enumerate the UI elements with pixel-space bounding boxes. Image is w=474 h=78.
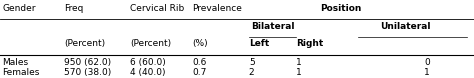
Text: 0.7: 0.7 [192,68,206,77]
Text: 950 (62.0): 950 (62.0) [64,58,111,67]
Text: 2: 2 [249,68,255,77]
Text: 1: 1 [424,68,430,77]
Text: Bilateral: Bilateral [251,22,294,31]
Text: Females: Females [2,68,40,77]
Text: Cervical Rib: Cervical Rib [130,4,184,13]
Text: (Percent): (Percent) [64,39,105,48]
Text: 0.6: 0.6 [192,58,206,67]
Text: Prevalence: Prevalence [192,4,242,13]
Text: Gender: Gender [2,4,36,13]
Text: 6 (60.0): 6 (60.0) [130,58,166,67]
Text: Unilateral: Unilateral [380,22,430,31]
Text: 570 (38.0): 570 (38.0) [64,68,111,77]
Text: 0: 0 [424,58,430,67]
Text: (Percent): (Percent) [130,39,172,48]
Text: 4 (40.0): 4 (40.0) [130,68,166,77]
Text: 1: 1 [296,58,302,67]
Text: (%): (%) [192,39,208,48]
Text: Right: Right [296,39,323,48]
Text: Left: Left [249,39,269,48]
Text: Position: Position [320,4,362,13]
Text: Males: Males [2,58,28,67]
Text: 1: 1 [296,68,302,77]
Text: Freq: Freq [64,4,83,13]
Text: 5: 5 [249,58,255,67]
